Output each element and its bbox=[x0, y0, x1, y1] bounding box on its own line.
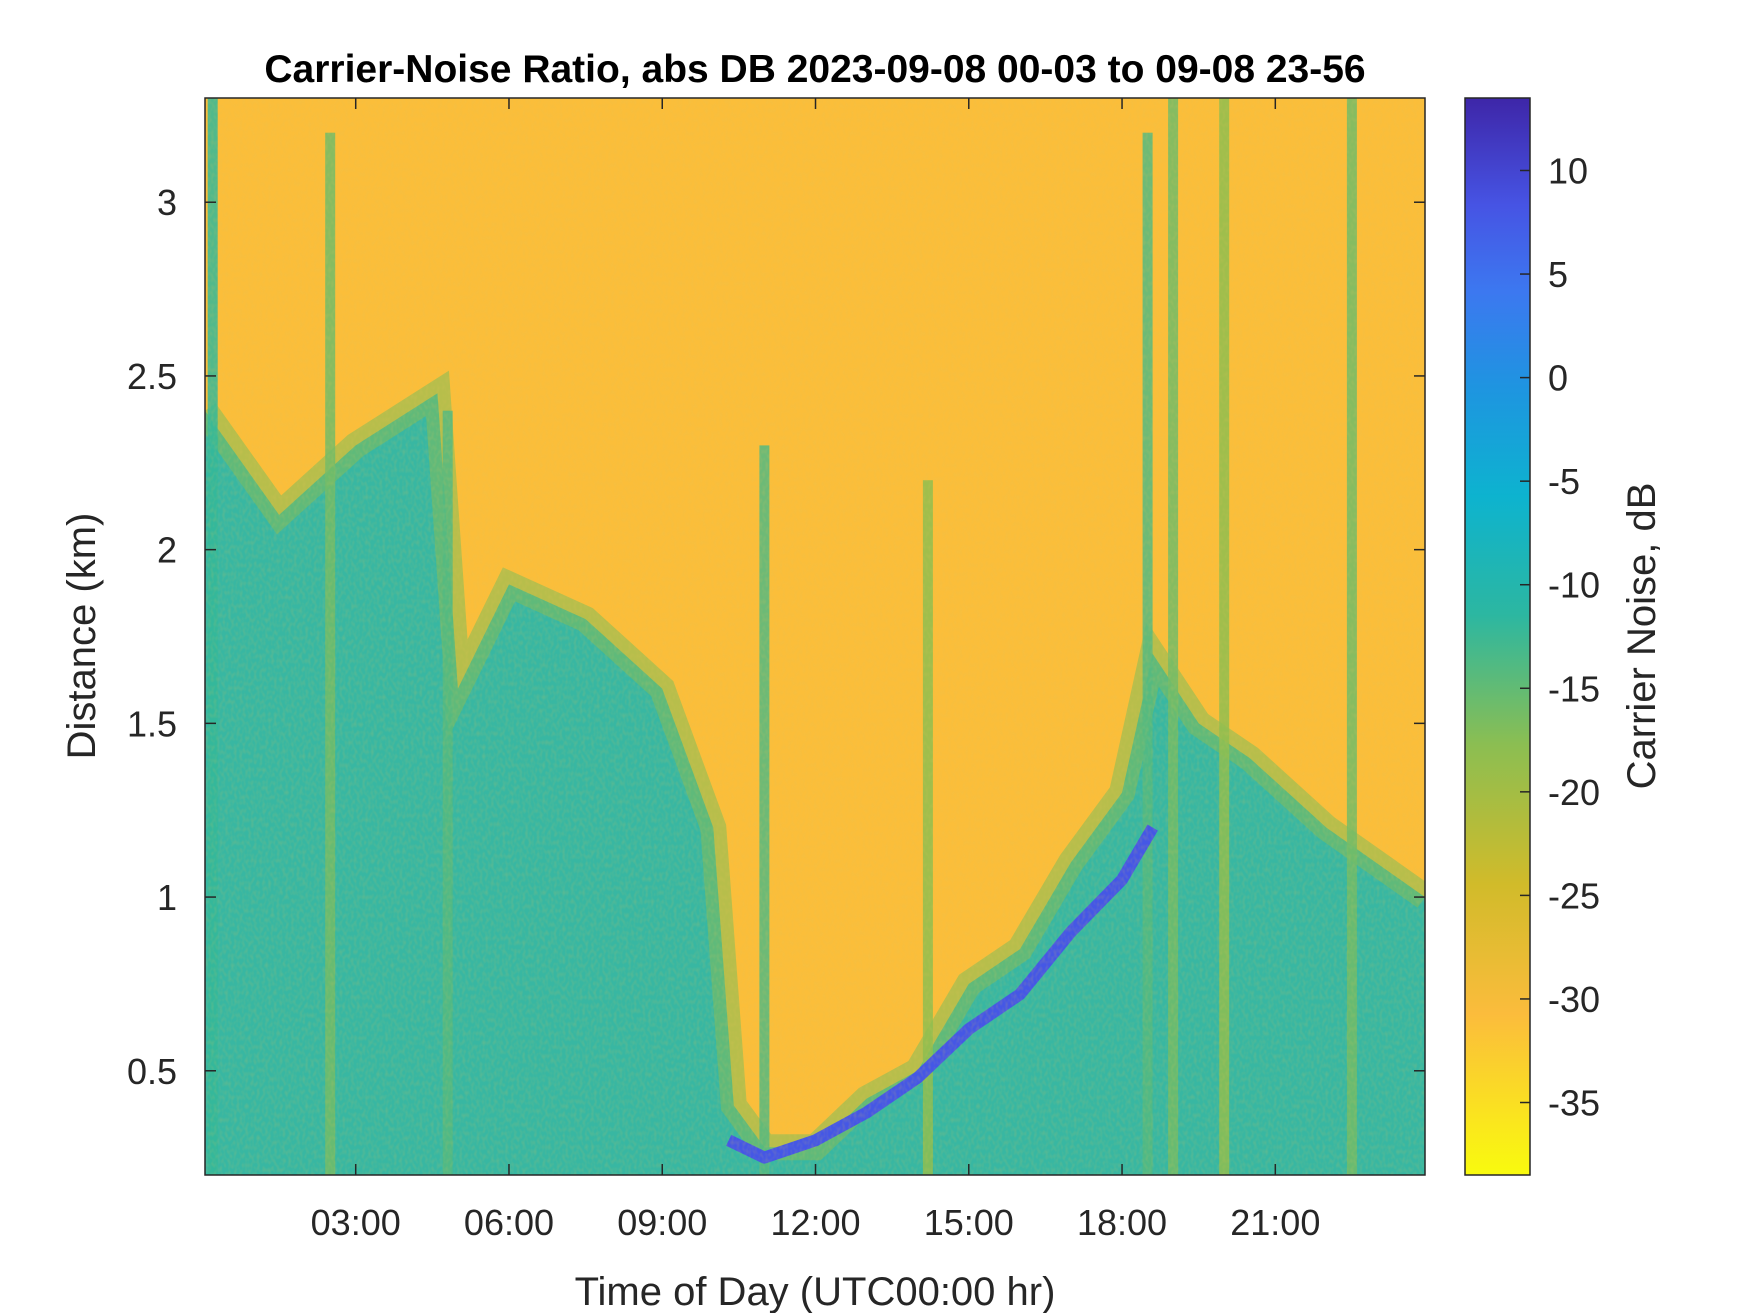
colorbar-tick-label: 10 bbox=[1548, 150, 1588, 191]
speckle-texture bbox=[205, 98, 1425, 1175]
y-axis-label: Distance (km) bbox=[60, 513, 104, 760]
y-tick-label: 3 bbox=[157, 182, 177, 223]
x-tick-label: 03:00 bbox=[311, 1202, 401, 1243]
colorbar-tick-label: -35 bbox=[1548, 1083, 1600, 1124]
colorbar-label: Carrier Noise, dB bbox=[1620, 483, 1664, 790]
y-tick-label: 1.5 bbox=[127, 703, 177, 744]
colorbar bbox=[1464, 97, 1531, 1176]
y-tick-label: 2.5 bbox=[127, 356, 177, 397]
x-tick-label: 06:00 bbox=[464, 1202, 554, 1243]
x-axis-label: Time of Day (UTC00:00 hr) bbox=[575, 1270, 1056, 1313]
y-axis-ticks: 0.5 1 1.5 2 2.5 3 bbox=[127, 182, 1425, 1092]
colorbar-tick-label: -20 bbox=[1548, 772, 1600, 813]
colorbar-tick-label: 0 bbox=[1548, 358, 1568, 399]
heatmap-plot-area bbox=[205, 98, 1425, 1175]
colorbar-tick-label: -30 bbox=[1548, 979, 1600, 1020]
x-tick-label: 09:00 bbox=[617, 1202, 707, 1243]
x-tick-label: 12:00 bbox=[770, 1202, 860, 1243]
y-tick-label: 1 bbox=[157, 877, 177, 918]
colorbar-ticks: -35 -30 -25 -20 -15 -10 -5 0 5 10 bbox=[1520, 150, 1600, 1124]
x-tick-label: 15:00 bbox=[924, 1202, 1014, 1243]
chart-title: Carrier-Noise Ratio, abs DB 2023-09-08 0… bbox=[264, 48, 1365, 91]
x-tick-label: 18:00 bbox=[1077, 1202, 1167, 1243]
y-tick-label: 2 bbox=[157, 530, 177, 571]
x-axis-ticks: 03:00 06:00 09:00 12:00 15:00 18:00 21:00 bbox=[311, 98, 1320, 1243]
colorbar-tick-label: -5 bbox=[1548, 461, 1580, 502]
y-tick-label: 0.5 bbox=[127, 1051, 177, 1092]
colorbar-tick-label: -10 bbox=[1548, 565, 1600, 606]
colorbar-tick-label: -15 bbox=[1548, 668, 1600, 709]
x-tick-label: 21:00 bbox=[1230, 1202, 1320, 1243]
colorbar-tick-label: 5 bbox=[1548, 254, 1568, 295]
colorbar-tick-label: -25 bbox=[1548, 875, 1600, 916]
